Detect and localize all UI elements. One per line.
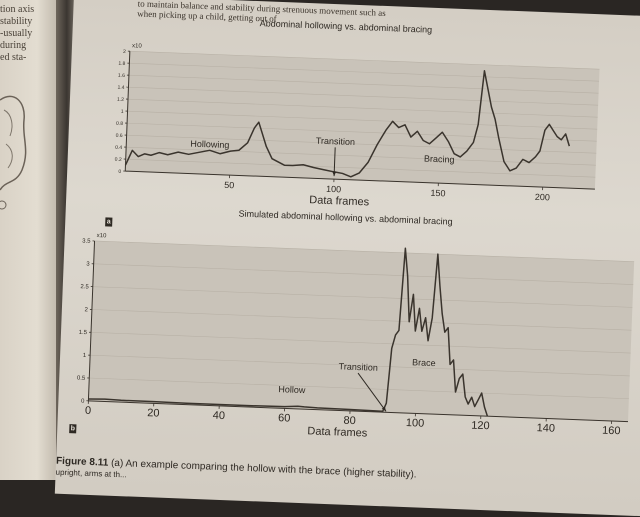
b-x-tick-label: 60 xyxy=(278,412,291,424)
b-y-tick-label: 3.5 xyxy=(82,238,91,244)
left-page-line: ed sta- xyxy=(0,52,26,64)
b-x-tick-label: 120 xyxy=(471,420,490,433)
b-annotation: Hollow xyxy=(278,384,306,395)
b-x-tick-label: 20 xyxy=(147,407,160,419)
b-y-tick-label: 0.5 xyxy=(77,376,86,382)
b-x-tick-label: 0 xyxy=(85,405,92,417)
b-y-tick-label: 3 xyxy=(86,262,90,268)
b-y-tick-label: 2.5 xyxy=(80,284,89,290)
left-page-line: tion axis xyxy=(0,4,34,16)
chart-b-y-exponent: x10 xyxy=(97,233,108,239)
left-page-line: stability xyxy=(0,16,32,28)
b-x-tick-label: 140 xyxy=(536,422,555,435)
b-y-tick-label: 1 xyxy=(83,353,87,359)
chart-b-grid xyxy=(88,241,634,422)
b-x-tick-label: 160 xyxy=(602,425,621,438)
b-x-tick-label: 100 xyxy=(406,417,425,430)
left-page-line: during xyxy=(0,40,26,52)
figure-number: Figure 8.11 xyxy=(56,456,109,469)
left-page-illustration xyxy=(0,80,60,300)
chart-b-x-axis-label: Data frames xyxy=(307,425,368,439)
b-x-tick-label: 40 xyxy=(212,410,225,422)
left-page-line: -usually xyxy=(0,28,32,40)
chart-b-title: Simulated abdominal hollowing vs. abdomi… xyxy=(238,208,452,226)
b-annotation: Brace xyxy=(412,357,436,368)
b-plot-area xyxy=(88,241,634,422)
b-x-tick-label: 80 xyxy=(343,415,356,427)
b-y-tick-label: 1.5 xyxy=(79,330,88,336)
book-page: to maintain balance and stability during… xyxy=(55,0,640,517)
b-y-tick-label: 2 xyxy=(84,307,88,313)
chart-simulated-hollowing-vs-bracing: Simulated abdominal hollowing vs. abdomi… xyxy=(55,0,640,517)
left-page: tion axis stability -usually during ed s… xyxy=(0,0,62,480)
b-annotation: Transition xyxy=(338,361,378,372)
